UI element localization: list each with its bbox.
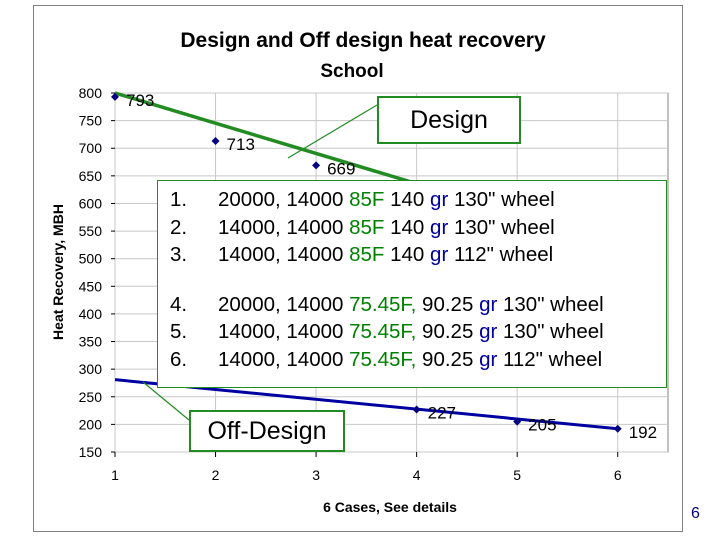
y-tick-label: 750	[79, 113, 103, 129]
case-item: 2. 14000, 14000 85F 140 gr 130" wheel	[158, 214, 666, 242]
case-wheel: 112" wheel	[448, 243, 554, 266]
y-tick-label: 450	[79, 278, 103, 294]
y-tick-label: 800	[79, 85, 103, 101]
case-number: 6.	[170, 347, 188, 371]
case-airflow: 14000, 14000	[218, 347, 350, 371]
y-tick-label: 650	[79, 168, 103, 184]
case-airflow: 14000, 14000	[218, 320, 350, 343]
y-tick-label: 600	[79, 195, 103, 211]
case-number: 3.	[170, 243, 188, 266]
x-tick-label: 5	[513, 467, 521, 483]
data-point	[412, 405, 421, 414]
case-airflow: 20000, 14000	[218, 188, 350, 211]
case-number: 4.	[170, 292, 188, 316]
design-callout: Design	[377, 96, 521, 144]
chart-title: Design and Off design heat recovery	[180, 29, 546, 52]
case-grains: 140	[384, 215, 431, 239]
case-grains-unit: gr	[479, 347, 498, 371]
page-number: 6	[691, 505, 700, 522]
data-point	[513, 417, 522, 426]
x-axis-title: 6 Cases, See details	[323, 499, 457, 515]
data-point	[613, 424, 622, 433]
case-grains: 90.25	[416, 292, 480, 316]
case-item: 5. 14000, 14000 75.45F, 90.25 gr 130" whe…	[158, 318, 666, 346]
case-wheel: 130" wheel	[448, 188, 555, 211]
case-temperature: 85F	[349, 243, 385, 266]
design-leader-line	[287, 104, 378, 159]
y-tick-label: 700	[79, 140, 103, 156]
case-airflow: 14000, 14000	[218, 243, 350, 266]
case-grains-unit: gr	[430, 215, 449, 239]
data-label: 669	[327, 159, 355, 178]
y-tick-label: 150	[79, 444, 103, 460]
x-tick-label: 6	[614, 467, 622, 483]
x-tick-label: 2	[212, 467, 220, 483]
x-tick-label: 1	[111, 467, 119, 483]
y-tick-label: 250	[79, 389, 103, 405]
off-design-callout: Off-Design	[189, 410, 345, 452]
axis-ticks: 150 200 250 300 350 400 450 500 550 600 650 700 750 8…	[79, 85, 622, 483]
case-wheel: 130" wheel	[497, 292, 604, 316]
data-label: 227	[428, 403, 456, 422]
case-temperature: 75.45F,	[349, 320, 417, 343]
case-item: 3. 14000, 14000 85F 140 gr 112" wheel	[158, 241, 666, 269]
data-point	[111, 92, 119, 101]
case-number: 5.	[170, 320, 188, 343]
y-tick-label: 400	[79, 306, 103, 322]
data-label: 713	[227, 135, 255, 154]
case-temperature: 85F	[349, 215, 385, 239]
case-item: 4. 20000, 14000 75.45F, 90.25 gr 130" whe…	[158, 291, 666, 319]
case-wheel: 130" wheel	[448, 215, 555, 239]
case-grains-unit: gr	[479, 292, 498, 316]
y-tick-label: 550	[79, 223, 103, 239]
chart-subtitle: School	[320, 61, 383, 82]
data-point	[312, 161, 321, 170]
y-tick-label: 300	[79, 361, 103, 377]
case-grains: 140	[384, 188, 431, 211]
y-tick-label: 500	[79, 251, 103, 267]
data-label: 205	[528, 416, 556, 435]
case-wheel: 112" wheel	[497, 347, 603, 371]
y-tick-label: 200	[79, 416, 103, 432]
case-temperature: 75.45F,	[349, 347, 417, 371]
case-grains-unit: gr	[430, 188, 449, 211]
cases-list: 1. 20000, 14000 85F 140 gr 130" wheel 2. 14…	[157, 180, 667, 388]
case-airflow: 14000, 14000	[218, 215, 350, 239]
x-tick-label: 4	[413, 467, 421, 483]
x-tick-label: 3	[312, 467, 320, 483]
case-grains: 140	[384, 243, 431, 266]
data-label: 793	[126, 91, 154, 110]
case-item: 1. 20000, 14000 85F 140 gr 130" wheel	[158, 186, 666, 214]
case-wheel: 130" wheel	[497, 320, 604, 343]
y-tick-label: 350	[79, 334, 103, 350]
case-airflow: 20000, 14000	[218, 292, 350, 316]
case-item: 6. 14000, 14000 75.45F, 90.25 gr 112" whe…	[158, 346, 666, 374]
data-point	[211, 137, 220, 146]
y-axis-title: Heat Recovery, MBH	[50, 204, 66, 340]
case-grains-unit: gr	[479, 320, 498, 343]
data-label: 192	[629, 423, 657, 442]
case-grains-unit: gr	[430, 243, 449, 266]
case-grains: 90.25	[416, 347, 480, 371]
case-temperature: 75.45F,	[349, 292, 417, 316]
case-number: 2.	[170, 215, 188, 239]
off-design-leader-line	[142, 381, 190, 421]
case-temperature: 85F	[349, 188, 385, 211]
case-number: 1.	[170, 188, 188, 211]
case-grains: 90.25	[416, 320, 480, 343]
